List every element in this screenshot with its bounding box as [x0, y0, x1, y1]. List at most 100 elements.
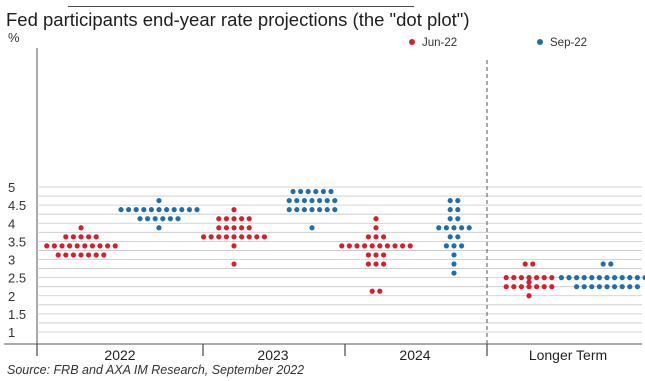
dot-point: [443, 243, 449, 249]
dot-point: [82, 243, 88, 249]
dot-point: [369, 288, 375, 294]
dot-point: [89, 243, 95, 249]
legend-label-sep22: Sep-22: [550, 37, 588, 49]
dot-point: [503, 284, 509, 290]
dot-point: [298, 188, 304, 195]
dot-point: [305, 188, 311, 195]
x-tick-label: 2023: [257, 347, 288, 363]
dot-point: [175, 216, 181, 222]
y-tick-label: 2: [8, 289, 15, 304]
dot-point: [216, 234, 222, 240]
dot-point: [451, 243, 457, 249]
dot-point: [365, 234, 371, 240]
dot-point: [208, 234, 214, 240]
dot-point: [600, 261, 606, 267]
dot-point: [596, 275, 603, 281]
dot-point: [466, 225, 472, 231]
y-tick-label: 1: [8, 325, 15, 340]
dot-point: [93, 252, 99, 258]
y-tick-label: 5: [8, 180, 15, 195]
dot-point: [549, 284, 555, 290]
y-tick-label: 3.5: [8, 234, 26, 249]
dot-point: [231, 234, 237, 240]
dot-point: [186, 207, 192, 213]
dot-point: [167, 216, 173, 222]
dot-point: [179, 207, 185, 213]
dot-point: [447, 234, 453, 240]
legend-marker-sep22: [537, 39, 543, 45]
dot-point: [589, 284, 595, 290]
dot-point: [604, 284, 610, 290]
dot-point: [549, 275, 555, 281]
dot-point: [254, 234, 260, 240]
dot-point: [511, 275, 517, 281]
dot-point: [156, 207, 162, 213]
dot-point: [558, 275, 565, 281]
dot-point: [339, 243, 345, 249]
dot-point: [152, 216, 158, 222]
dot-point: [619, 275, 625, 281]
dot-point: [286, 207, 292, 213]
dot-point: [126, 207, 132, 213]
dot-point: [541, 275, 547, 281]
dot-point: [309, 197, 315, 204]
dot-point: [133, 207, 139, 213]
dot-point: [63, 234, 69, 240]
dot-point: [373, 225, 379, 231]
dot-point: [346, 243, 352, 249]
legend-marker-jun22: [409, 39, 415, 45]
dot-point: [301, 207, 307, 213]
dot-point: [231, 261, 237, 267]
x-tick-label: 2024: [399, 347, 430, 363]
dot-point: [223, 234, 229, 240]
dot-point: [74, 243, 80, 249]
dot-point: [503, 275, 509, 281]
dot-point: [201, 234, 207, 240]
chart-title: Fed participants end-year rate projectio…: [6, 9, 470, 30]
dot-point: [530, 261, 536, 267]
dot-point: [459, 243, 465, 249]
dot-point: [369, 243, 375, 249]
dot-point: [522, 261, 528, 267]
dot-point: [59, 243, 65, 249]
dot-point: [171, 207, 177, 213]
dot-point: [137, 216, 143, 222]
y-tick-label: 4.5: [8, 198, 26, 213]
dot-point: [627, 275, 633, 281]
dot-point: [86, 252, 92, 258]
dot-point: [86, 234, 92, 240]
dot-point: [290, 188, 296, 195]
dot-point: [451, 261, 457, 267]
dot-point: [301, 197, 307, 204]
dot-point: [534, 284, 540, 290]
dot-point: [44, 243, 50, 249]
y-tick-label: 2.5: [8, 271, 26, 286]
dot-point: [332, 207, 338, 213]
dot-point: [511, 284, 517, 290]
dot-point: [231, 207, 237, 213]
dot-point: [373, 252, 379, 258]
y-axis-unit-label: %: [8, 30, 20, 45]
legend-item-jun22: Jun-22: [409, 37, 457, 50]
dot-point: [354, 243, 360, 249]
dot-point: [373, 216, 379, 222]
dot-point: [309, 225, 315, 231]
dot-point: [97, 243, 103, 249]
dot-point: [309, 207, 315, 213]
dot-point: [93, 234, 99, 240]
dot-point: [365, 252, 371, 258]
dot-point: [78, 234, 84, 240]
dot-point: [78, 225, 84, 231]
dot-point: [231, 225, 237, 231]
dot-point: [612, 275, 618, 281]
dot-point: [70, 234, 76, 240]
dot-point: [105, 243, 111, 249]
dot-point: [246, 216, 252, 222]
dot-point: [566, 275, 572, 281]
dot-point: [604, 275, 610, 281]
dot-point: [286, 197, 292, 204]
dot-point: [231, 243, 237, 249]
dot-point: [634, 275, 641, 281]
dot-point: [608, 261, 614, 267]
dot-point: [451, 252, 457, 258]
